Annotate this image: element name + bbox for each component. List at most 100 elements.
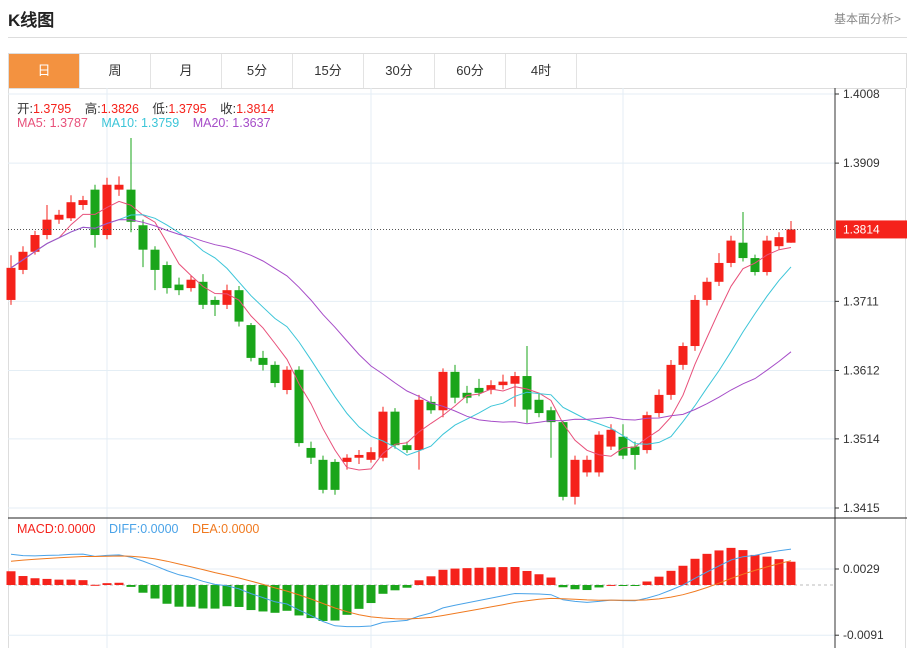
- macd-histogram-bar: [522, 570, 532, 585]
- tab-30min[interactable]: 30分: [364, 54, 435, 88]
- dea-value: DEA:0.0000: [191, 522, 260, 536]
- low-label: 低:: [152, 102, 169, 116]
- chart-frame: [8, 88, 906, 648]
- macd-histogram-bar: [366, 585, 376, 604]
- candle-up: [498, 381, 508, 386]
- candle-up: [186, 279, 196, 289]
- macd-histogram-bar: [606, 584, 616, 586]
- candle-down: [402, 445, 412, 451]
- macd-histogram-bar: [282, 585, 292, 611]
- macd-histogram-bar: [102, 583, 112, 585]
- candle-up: [678, 346, 688, 365]
- price-tick-label: 1.3415: [843, 501, 880, 515]
- candle-down: [750, 258, 760, 273]
- candle-down: [558, 422, 568, 497]
- macd-histogram-bar: [66, 579, 76, 585]
- macd-histogram-bar: [114, 582, 124, 585]
- candle-up: [342, 457, 352, 462]
- macd-histogram-bar: [666, 570, 676, 585]
- ma20-legend: MA20: 1.3637: [192, 116, 271, 130]
- candle-up: [486, 385, 496, 391]
- candle-up: [42, 219, 52, 236]
- tab-5min[interactable]: 5分: [222, 54, 293, 88]
- candle-down: [258, 357, 268, 365]
- macd-histogram-bar: [294, 585, 304, 616]
- ma-legend: MA5: 1.3787 MA10: 1.3759 MA20: 1.3637: [17, 116, 281, 130]
- macd-histogram-bar: [30, 578, 40, 585]
- candle-up: [378, 411, 388, 458]
- tab-15min[interactable]: 15分: [293, 54, 364, 88]
- macd-histogram-bar: [54, 579, 64, 585]
- macd-histogram-bar: [510, 567, 520, 585]
- ma5-legend: MA5: 1.3787: [17, 116, 88, 130]
- last-price-badge: [836, 220, 907, 239]
- divider: [8, 37, 907, 38]
- candle-down: [630, 446, 640, 455]
- candle-up: [726, 240, 736, 263]
- candle-up: [18, 251, 28, 270]
- tab-4hour[interactable]: 4时: [506, 54, 577, 88]
- macd-histogram-bar: [462, 568, 472, 585]
- candle-up: [582, 459, 592, 473]
- tab-60min[interactable]: 60分: [435, 54, 506, 88]
- low-value: 1.3795: [168, 102, 207, 116]
- high-value: 1.3826: [100, 102, 139, 116]
- candle-up: [366, 452, 376, 460]
- macd-tick-label: -0.0091: [843, 628, 884, 642]
- candle-down: [138, 225, 148, 250]
- candle-up: [594, 434, 604, 473]
- candle-down: [246, 325, 256, 358]
- candle-down: [330, 461, 340, 490]
- macd-histogram-bar: [126, 585, 136, 587]
- candle-up: [102, 184, 112, 236]
- macd-histogram-bar: [138, 585, 148, 593]
- close-label: 收:: [220, 102, 237, 116]
- macd-histogram-bar: [546, 577, 556, 585]
- candle-down: [198, 281, 208, 305]
- candle-up: [114, 184, 124, 190]
- candle-up: [786, 229, 796, 243]
- macd-histogram-bar: [342, 585, 352, 615]
- candle-up: [282, 369, 292, 391]
- price-tick-label: 1.3909: [843, 156, 880, 170]
- candle-up: [414, 399, 424, 451]
- macd-histogram-bar: [258, 585, 268, 612]
- macd-value: MACD:0.0000: [17, 522, 96, 536]
- macd-histogram-bar: [474, 567, 484, 585]
- macd-histogram-bar: [330, 585, 340, 621]
- candle-up: [606, 429, 616, 447]
- diff-line: [10, 548, 792, 628]
- candle-down: [546, 410, 556, 423]
- macd-histogram-bar: [18, 576, 28, 585]
- fundamental-analysis-link[interactable]: 基本面分析>: [833, 12, 901, 26]
- candle-down: [534, 399, 544, 414]
- macd-histogram-bar: [162, 585, 172, 604]
- macd-histogram-bar: [654, 576, 664, 585]
- candle-down: [306, 447, 316, 458]
- macd-histogram-bar: [378, 585, 388, 594]
- tab-week[interactable]: 周: [80, 54, 151, 88]
- candle-down: [150, 249, 160, 270]
- macd-legend: MACD:0.0000 DIFF:0.0000 DEA:0.0000: [17, 522, 269, 536]
- candle-down: [390, 411, 400, 446]
- macd-histogram-bar: [414, 580, 424, 585]
- last-price-label: 1.3814: [843, 222, 880, 236]
- candle-up: [702, 281, 712, 300]
- diff-value: DIFF:0.0000: [109, 522, 179, 536]
- high-label: 高:: [84, 102, 101, 116]
- macd-histogram-bar: [426, 576, 436, 585]
- macd-histogram-bar: [618, 585, 628, 586]
- ma10-line: [10, 214, 792, 456]
- candle-up: [510, 376, 520, 384]
- tab-month[interactable]: 月: [151, 54, 222, 88]
- macd-histogram-bar: [642, 581, 652, 585]
- candle-down: [450, 371, 460, 398]
- tab-day[interactable]: 日: [9, 54, 80, 88]
- candle-down: [162, 265, 172, 289]
- candle-down: [210, 299, 220, 305]
- macd-histogram-bar: [390, 585, 400, 591]
- candle-down: [270, 364, 280, 384]
- candle-up: [354, 454, 364, 458]
- macd-histogram-bar: [270, 585, 280, 613]
